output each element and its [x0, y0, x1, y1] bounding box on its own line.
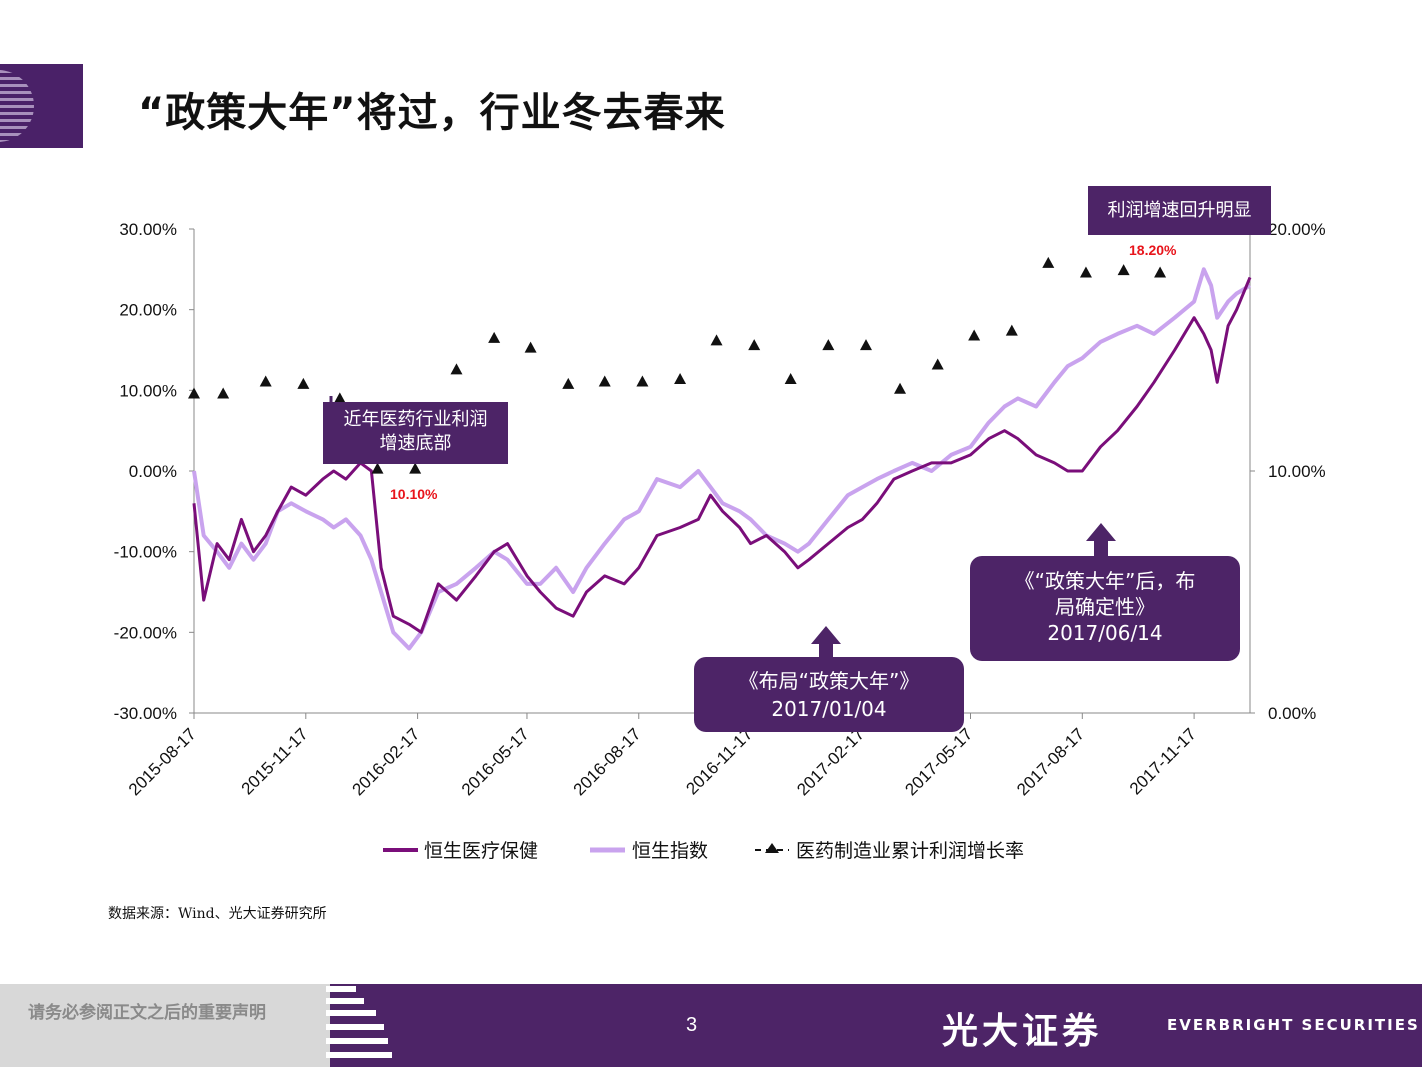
legend-label: 恒生医疗保健	[424, 840, 538, 862]
y-left-tick-label: 0.00%	[129, 462, 177, 481]
callout-line: 《“政策大年”后，布	[1014, 569, 1196, 593]
page-number: 3	[686, 1014, 698, 1036]
profit-growth-marker	[1079, 266, 1092, 278]
data-label-low: 10.10%	[390, 486, 438, 502]
profit-growth-marker	[409, 462, 422, 474]
x-tick-label: 2016-08-17	[570, 724, 645, 799]
y-left-tick-label: -30.00%	[114, 704, 177, 723]
footer-disclaimer: 请务必参阅正文之后的重要声明	[28, 1003, 266, 1023]
callout-line: 近年医药行业利润	[343, 409, 488, 430]
series-line-hsi	[192, 267, 1252, 651]
x-tick-label: 2017-02-17	[793, 724, 868, 799]
arrow-up-icon	[811, 626, 841, 662]
y-right-tick-label: 10.00%	[1268, 462, 1326, 481]
profit-growth-marker	[710, 334, 723, 346]
y-left-tick-label: 30.00%	[119, 220, 177, 239]
profit-growth-marker	[784, 373, 797, 385]
brand-name-cn: 光大证券	[942, 1010, 1103, 1052]
profit-growth-marker	[1005, 324, 1018, 336]
profit-growth-marker	[1042, 256, 1055, 268]
brand-logo-block	[0, 64, 83, 148]
profit-growth-marker	[297, 377, 310, 389]
page-title: “政策大年”将过，行业冬去春来	[138, 90, 726, 136]
callout-line: 2017/06/14	[1047, 621, 1163, 645]
footer-bar: 请务必参阅正文之后的重要声明 3 光大证券 EVERBRIGHT SECURIT…	[0, 984, 1422, 1067]
y-left-tick-label: -10.00%	[114, 543, 177, 562]
x-tick-label: 2016-11-17	[682, 724, 756, 798]
legend-label: 恒生指数	[632, 840, 708, 862]
profit-growth-marker	[1154, 266, 1167, 278]
y-right-tick-label: 0.00%	[1268, 704, 1316, 723]
callout-profit-bottom: 近年医药行业利润 增速底部	[323, 402, 508, 464]
data-source-note: 数据来源：Wind、光大证券研究所	[108, 906, 327, 922]
profit-growth-marker	[217, 387, 230, 399]
y-right-tick-label: 20.00%	[1268, 220, 1326, 239]
profit-growth-marker	[1117, 264, 1130, 276]
x-tick-label: 2016-05-17	[458, 724, 533, 799]
series-line-hs-healthcare	[192, 276, 1252, 634]
legend-marker	[765, 843, 779, 853]
profit-growth-marker	[822, 339, 835, 351]
x-tick-label: 2015-08-17	[125, 724, 200, 799]
x-tick-label: 2017-05-17	[901, 724, 976, 799]
profit-growth-marker	[748, 339, 761, 351]
x-tick-label: 2015-11-17	[238, 724, 312, 798]
profit-growth-marker	[636, 375, 649, 387]
callout-report-2017-01: 《布局“政策大年”》 2017/01/04	[694, 657, 964, 732]
legend-label: 医药制造业累计利润增长率	[796, 840, 1024, 862]
profit-growth-marker	[259, 375, 272, 387]
x-tick-label: 2017-11-17	[1126, 724, 1200, 798]
profit-growth-marker	[188, 387, 200, 399]
y-left-tick-label: -20.00%	[114, 623, 177, 642]
profit-growth-marker	[488, 331, 501, 343]
arrow-up-icon	[1086, 523, 1116, 559]
callout-profit-rebound: 利润增速回升明显	[1088, 186, 1271, 235]
x-tick-label: 2017-08-17	[1013, 724, 1088, 799]
profit-growth-marker	[598, 375, 611, 387]
callout-line: 2017/01/04	[771, 697, 887, 721]
profit-growth-marker	[968, 329, 981, 341]
y-left-tick-label: 10.00%	[119, 381, 177, 400]
footer-stripes-decoration	[326, 984, 396, 1067]
profit-growth-marker	[524, 341, 537, 353]
brand-name-en: EVERBRIGHT SECURITIES	[1167, 1016, 1420, 1034]
callout-line: 《布局“政策大年”》	[738, 669, 920, 693]
callout-line: 局确定性》	[1055, 595, 1155, 619]
profit-growth-marker	[333, 392, 346, 404]
profit-growth-marker	[894, 382, 907, 394]
profit-growth-marker	[562, 377, 575, 389]
callout-report-2017-06: 《“政策大年”后，布 局确定性》 2017/06/14	[970, 556, 1240, 661]
footer-disclaimer-panel: 请务必参阅正文之后的重要声明	[0, 984, 330, 1067]
y-left-tick-label: 20.00%	[119, 301, 177, 320]
callout-line: 增速底部	[379, 433, 452, 454]
profit-growth-marker	[674, 373, 687, 385]
profit-growth-marker	[860, 339, 872, 351]
profit-growth-marker	[931, 358, 944, 370]
data-label-high: 18.20%	[1129, 242, 1177, 258]
profit-growth-marker	[371, 462, 384, 474]
profit-growth-marker	[450, 363, 463, 375]
x-tick-label: 2016-02-17	[348, 724, 423, 799]
